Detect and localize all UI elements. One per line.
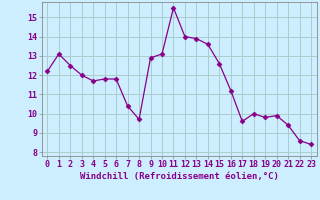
X-axis label: Windchill (Refroidissement éolien,°C): Windchill (Refroidissement éolien,°C) xyxy=(80,172,279,181)
